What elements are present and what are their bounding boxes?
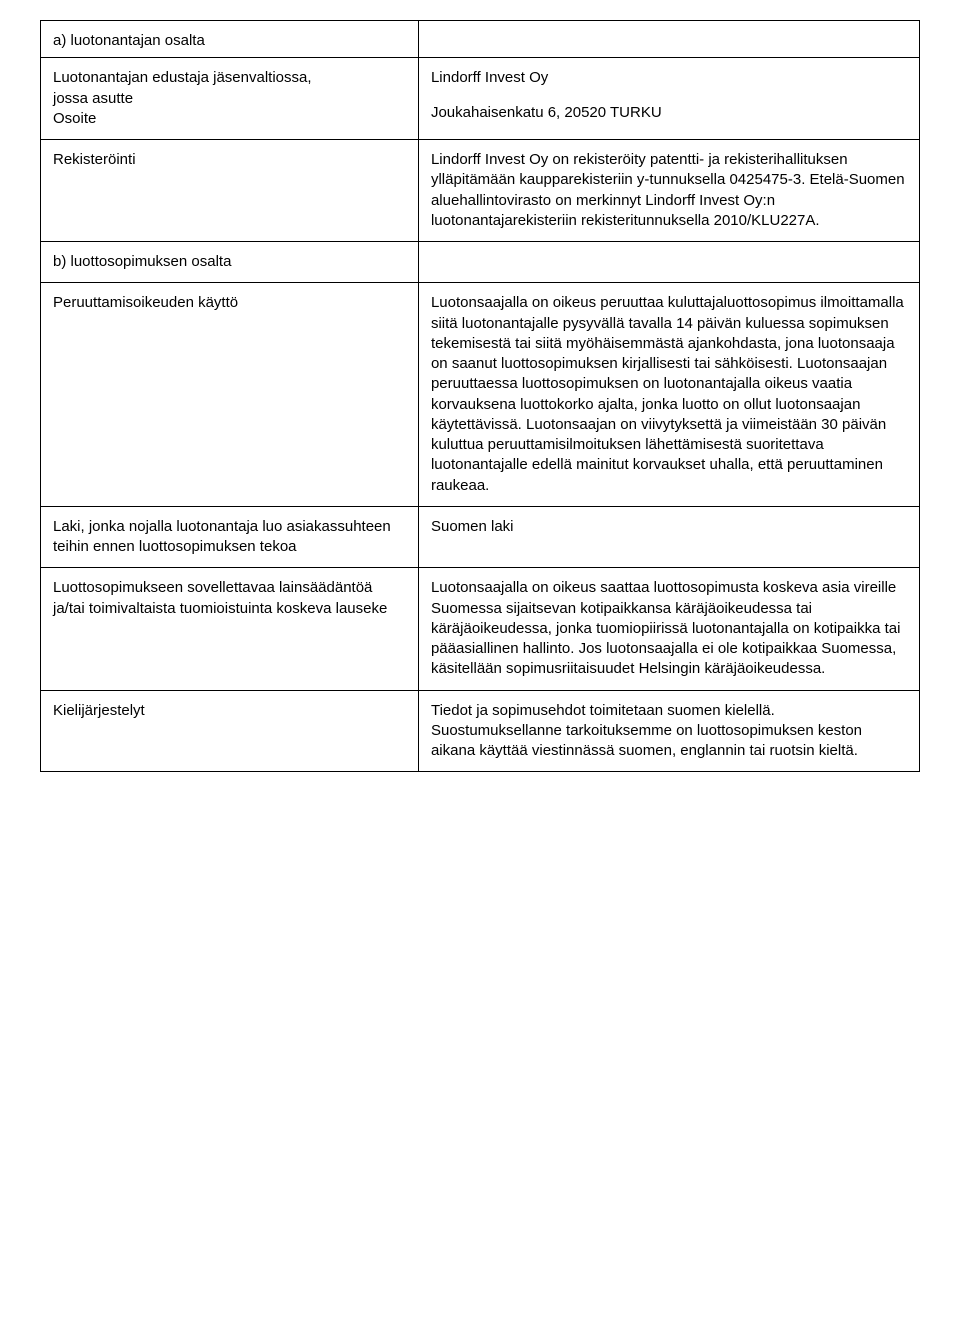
language-label: Kielijärjestelyt [41, 690, 419, 772]
rep-label-line3: Osoite [53, 109, 406, 129]
table-row-a-header: a) luotonantajan osalta [41, 21, 920, 58]
table-row-language: Kielijärjestelyt Tiedot ja sopimusehdot … [41, 690, 920, 772]
document-table: a) luotonantajan osalta Luotonantajan ed… [40, 20, 920, 772]
table-row-law: Laki, jonka nojalla luotonantaja luo asi… [41, 506, 920, 568]
representative-label: Luotonantajan edustaja jäsenvaltiossa, j… [41, 58, 419, 140]
language-value: Tiedot ja sopimusehdot toimitetaan suome… [418, 690, 919, 772]
a-header-empty [418, 21, 919, 58]
registration-label: Rekisteröinti [41, 140, 419, 242]
withdrawal-label: Peruuttamisoikeuden käyttö [41, 283, 419, 507]
rep-value-line2: Joukahaisenkatu 6, 20520 TURKU [431, 103, 907, 123]
law-label: Laki, jonka nojalla luotonantaja luo asi… [41, 506, 419, 568]
rep-label-line1: Luotonantajan edustaja jäsenvaltiossa, [53, 68, 406, 88]
b-header-cell: b) luottosopimuksen osalta [41, 242, 419, 283]
registration-value: Lindorff Invest Oy on rekisteröity paten… [418, 140, 919, 242]
withdrawal-value: Luotonsaajalla on oikeus peruuttaa kulut… [418, 283, 919, 507]
b-header-empty [418, 242, 919, 283]
table-row-b-header: b) luottosopimuksen osalta [41, 242, 920, 283]
table-row-representative: Luotonantajan edustaja jäsenvaltiossa, j… [41, 58, 920, 140]
a-header-cell: a) luotonantajan osalta [41, 21, 419, 58]
table-row-registration: Rekisteröinti Lindorff Invest Oy on reki… [41, 140, 920, 242]
representative-value: Lindorff Invest Oy Joukahaisenkatu 6, 20… [418, 58, 919, 140]
legislation-label: Luottosopimukseen sovellettavaa lainsääd… [41, 568, 419, 690]
legislation-value: Luotonsaajalla on oikeus saattaa luottos… [418, 568, 919, 690]
table-row-withdrawal: Peruuttamisoikeuden käyttö Luotonsaajall… [41, 283, 920, 507]
table-row-legislation: Luottosopimukseen sovellettavaa lainsääd… [41, 568, 920, 690]
law-value: Suomen laki [418, 506, 919, 568]
rep-value-line1: Lindorff Invest Oy [431, 68, 907, 88]
rep-label-line2: jossa asutte [53, 89, 406, 109]
